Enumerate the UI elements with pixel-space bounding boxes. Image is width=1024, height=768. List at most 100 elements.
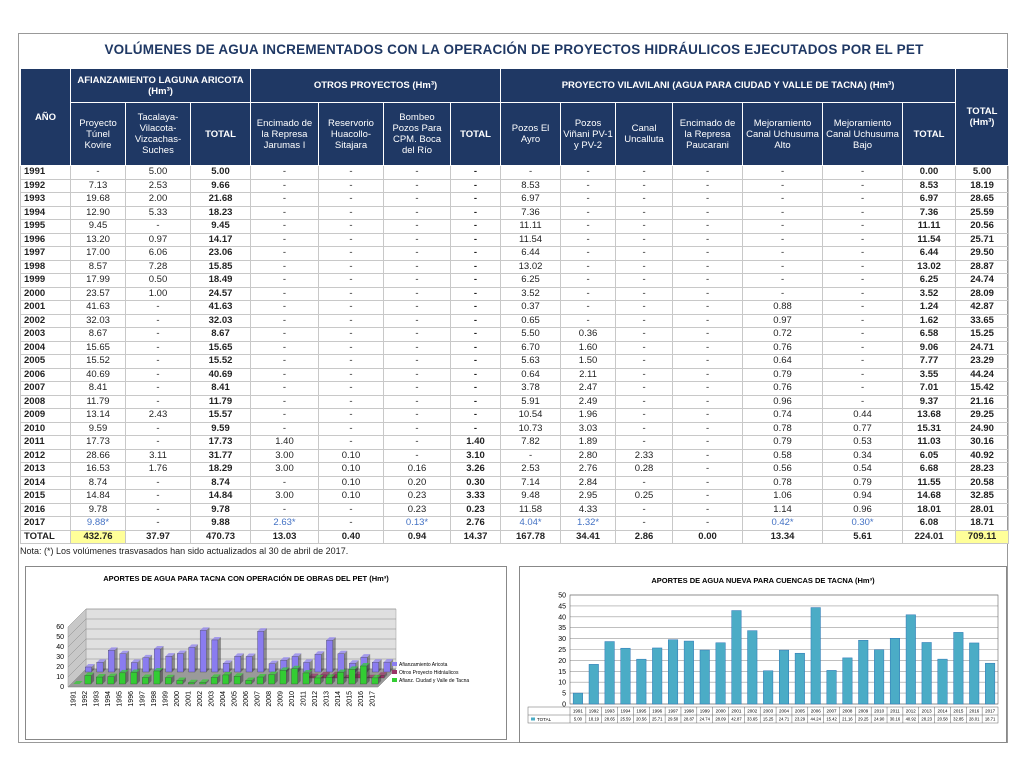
bar (291, 668, 298, 685)
bar (731, 610, 742, 705)
table-cell: - (615, 300, 674, 315)
table-cell: - (250, 354, 319, 369)
bar-top (177, 650, 187, 654)
x-tick-label: 1993 (605, 709, 616, 714)
bar-side (137, 659, 141, 672)
table-cell: - (742, 205, 824, 220)
table-cell: - (672, 300, 744, 315)
bar-side (297, 665, 301, 684)
bar (371, 677, 379, 685)
table-cell: - (672, 192, 744, 207)
table-cell: - (449, 300, 502, 315)
table-cell: 20.56 (955, 219, 1010, 234)
bar-top (337, 669, 347, 673)
table-cell: 7.36 (500, 205, 562, 220)
x-tick-label: 2000 (174, 691, 181, 707)
bar-top (360, 654, 371, 658)
table-cell: - (822, 300, 904, 315)
x-tick-label: 1993 (94, 691, 101, 707)
table-cell: 3.52 (500, 286, 562, 301)
y-tick-label: 30 (56, 654, 64, 661)
bar (245, 656, 253, 673)
bar (210, 677, 218, 685)
table-cell: 32.85 (955, 489, 1010, 504)
table-cell: - (822, 381, 904, 396)
table-cell: 1993 (20, 192, 71, 207)
bar-top (119, 650, 130, 654)
table-cell: - (125, 354, 191, 369)
bar-side (275, 660, 279, 672)
table-cell: 17.99 (70, 273, 126, 288)
bar-top (153, 667, 163, 671)
table-row: 1993 19.68 2.00 21.68- - - -6.97- - - - -6.97 28.65 (20, 192, 1010, 207)
bar (176, 680, 184, 685)
table-cell: 23.06 (190, 246, 251, 261)
table-cell: - (125, 219, 191, 234)
y-tick-label: 0 (562, 702, 566, 709)
table-cell: 14.84 (70, 489, 126, 504)
table-cell: 0.76 (742, 381, 824, 396)
table-cell: 2000 (20, 286, 71, 301)
table-cell: 0.58 (742, 448, 824, 463)
bar-top (291, 653, 302, 657)
table-cell: 10.54 (500, 408, 562, 423)
group-header: PROYECTO VILAVILANI (AGUA PARA CIUDAD Y … (500, 68, 957, 103)
table-cell: 40.69 (70, 367, 126, 382)
table-cell: - (672, 178, 744, 193)
table-row: 2007 8.41-8.41- - - -3.78 2.47- -0.76-7.01 15.4… (20, 381, 1010, 396)
table-cell: 11.54 (902, 232, 957, 247)
data-label: 29.50 (668, 717, 679, 722)
table-cell: 5.91 (500, 394, 562, 409)
table-cell: - (383, 354, 451, 369)
table-cell: 1997 (20, 246, 71, 261)
bar-top (188, 644, 198, 648)
table-cell: - (615, 192, 674, 207)
bar-top (222, 671, 232, 675)
table-cell: 2003 (20, 327, 71, 342)
table-row: 1999 17.99 0.50 18.49- - - -6.25- - - - -6.25 24.74 (20, 273, 1010, 288)
column-header: Tacalaya-Vilacota-Vizcachas-Suches (125, 102, 191, 166)
table-cell: - (449, 327, 502, 342)
table-cell: 28.01 (955, 502, 1010, 517)
bar (222, 663, 230, 673)
table-cell: 167.78 (500, 529, 562, 544)
column-header: Pozos El Ayro (500, 102, 562, 166)
table-cell: - (383, 259, 451, 274)
table-cell: - (822, 219, 904, 234)
table-cell: 0.10 (318, 462, 384, 477)
table-cell: 2005 (20, 354, 71, 369)
table-cell: 15.31 (902, 421, 957, 436)
table-cell: 15.52 (70, 354, 126, 369)
table-cell: 0.10 (318, 489, 384, 504)
table-cell: - (250, 367, 319, 382)
table-cell: - (449, 394, 502, 409)
bar-side (378, 674, 382, 684)
table-cell: - (318, 327, 384, 342)
table-cell: - (615, 367, 674, 382)
table-cell: - (318, 313, 384, 328)
bar (96, 662, 104, 673)
table-cell: 1998 (20, 259, 71, 274)
table-cell: 0.64 (742, 354, 824, 369)
data-label: 18.71 (985, 717, 996, 722)
group-header: OTROS PROYECTOS (Hm³) (249, 68, 502, 103)
table-cell: 21.68 (190, 192, 251, 207)
bar (245, 680, 252, 685)
table-cell: 2.49 (560, 394, 617, 409)
bar-top (257, 673, 267, 677)
table-cell: - (615, 205, 674, 220)
y-tick-label: 20 (558, 658, 566, 665)
bar (199, 682, 207, 685)
table-cell: - (500, 448, 562, 463)
y-tick-label: 25 (558, 647, 566, 654)
table-cell: 0.10 (318, 475, 384, 490)
table-cell: 24.90 (955, 421, 1010, 436)
bar (763, 670, 774, 705)
table-cell: - (672, 516, 744, 531)
x-tick-label: 2009 (277, 691, 284, 707)
table-cell: 11.58 (500, 502, 562, 517)
bar-side (217, 636, 221, 672)
bar-side (366, 662, 370, 684)
table-cell: - (449, 232, 502, 247)
table-cell: 40.92 (955, 448, 1010, 463)
